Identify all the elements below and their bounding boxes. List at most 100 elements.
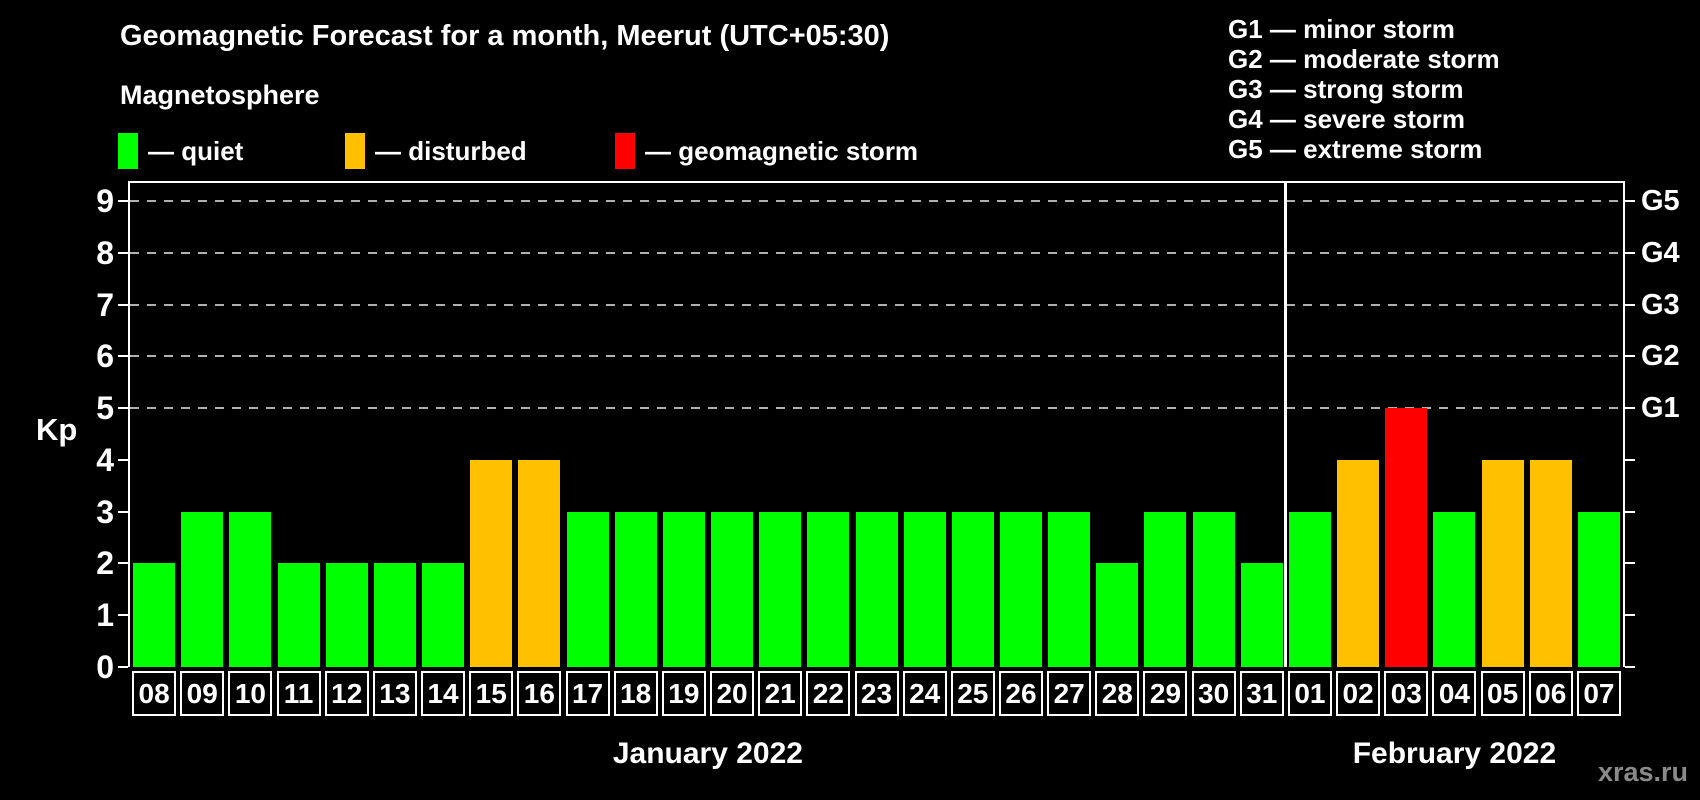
y-tick-label: 1 bbox=[96, 597, 114, 634]
y-tick-right bbox=[1625, 614, 1635, 617]
kp-bar bbox=[711, 511, 754, 667]
kp-bar bbox=[1192, 511, 1235, 667]
day-label: 26 bbox=[998, 671, 1043, 716]
y-tick-label: 2 bbox=[96, 545, 114, 582]
day-label: 17 bbox=[565, 671, 610, 716]
kp-bar bbox=[1288, 511, 1331, 667]
day-label: 29 bbox=[1143, 671, 1188, 716]
month-separator bbox=[1284, 183, 1288, 667]
g-axis-label-g1: G1 bbox=[1641, 392, 1680, 425]
y-tick-right bbox=[1625, 200, 1635, 203]
day-label: 05 bbox=[1480, 671, 1525, 716]
y-tick-label: 9 bbox=[96, 183, 114, 220]
kp-bar bbox=[470, 459, 513, 667]
kp-bar bbox=[1144, 511, 1187, 667]
kp-bar bbox=[1481, 459, 1524, 667]
y-tick-left bbox=[118, 303, 128, 306]
g-axis-label-g2: G2 bbox=[1641, 340, 1680, 373]
kp-bar bbox=[662, 511, 705, 667]
day-label: 08 bbox=[132, 671, 177, 716]
kp-bar bbox=[759, 511, 802, 667]
g-legend-item-4: G4 — severe storm bbox=[1228, 104, 1466, 134]
day-label: 20 bbox=[710, 671, 755, 716]
y-tick-label: 3 bbox=[96, 493, 114, 530]
day-label: 10 bbox=[228, 671, 273, 716]
y-tick-left bbox=[118, 458, 128, 461]
kp-bar bbox=[614, 511, 657, 667]
day-label: 31 bbox=[1239, 671, 1284, 716]
g-axis-label-g3: G3 bbox=[1641, 288, 1680, 321]
y-tick-left bbox=[118, 562, 128, 565]
y-tick-right bbox=[1625, 251, 1635, 254]
kp-bar bbox=[903, 511, 946, 667]
day-label: 03 bbox=[1384, 671, 1429, 716]
legend-swatch-quiet bbox=[118, 133, 138, 169]
kp-bar bbox=[1577, 511, 1620, 667]
kp-bar bbox=[566, 511, 609, 667]
kp-bar bbox=[422, 563, 465, 667]
kp-bar bbox=[229, 511, 272, 667]
day-label: 13 bbox=[372, 671, 417, 716]
y-tick-label: 8 bbox=[96, 234, 114, 271]
day-label: 24 bbox=[902, 671, 947, 716]
kp-bar bbox=[999, 511, 1042, 667]
y-tick-left bbox=[118, 200, 128, 203]
y-tick-right bbox=[1625, 562, 1635, 565]
day-label: 22 bbox=[806, 671, 851, 716]
y-tick-label: 4 bbox=[96, 441, 114, 478]
y-tick-right bbox=[1625, 303, 1635, 306]
legend-label-storm: — geomagnetic storm bbox=[645, 136, 919, 166]
y-tick-label: 6 bbox=[96, 338, 114, 375]
g-scale-legend: G1 — minor storm G2 — moderate storm G3 — … bbox=[1228, 14, 1500, 164]
y-tick-right bbox=[1625, 407, 1635, 410]
kp-bar bbox=[133, 563, 176, 667]
legend-swatch-disturbed bbox=[345, 133, 365, 169]
day-label: 01 bbox=[1287, 671, 1332, 716]
kp-bar bbox=[277, 563, 320, 667]
month-label-1: February 2022 bbox=[1352, 737, 1557, 770]
day-label: 23 bbox=[854, 671, 899, 716]
kp-bar bbox=[807, 511, 850, 667]
kp-bar bbox=[373, 563, 416, 667]
y-tick-left bbox=[118, 355, 128, 358]
kp-bar bbox=[1096, 563, 1139, 667]
day-label: 14 bbox=[421, 671, 466, 716]
g-legend-item-3: G3 — strong storm bbox=[1228, 74, 1464, 104]
legend-item-quiet: — quiet bbox=[118, 133, 243, 169]
watermark: xras.ru bbox=[1597, 757, 1688, 787]
chart-subtitle: Magnetosphere bbox=[120, 80, 320, 110]
y-tick-left bbox=[118, 666, 128, 668]
gridline-kp6 bbox=[130, 355, 1623, 358]
y-tick-left bbox=[118, 407, 128, 410]
g-axis-label-g4: G4 bbox=[1641, 236, 1680, 269]
day-label: 06 bbox=[1528, 671, 1573, 716]
kp-bar bbox=[1385, 408, 1428, 667]
y-tick-left bbox=[118, 251, 128, 254]
kp-bar bbox=[1337, 459, 1380, 667]
y-tick-right bbox=[1625, 666, 1635, 668]
day-label: 27 bbox=[1047, 671, 1092, 716]
y-tick-left bbox=[118, 510, 128, 513]
kp-bar bbox=[1048, 511, 1091, 667]
gridline-kp8 bbox=[130, 251, 1623, 254]
g-axis-label-g5: G5 bbox=[1641, 185, 1680, 218]
kp-bar bbox=[181, 511, 224, 667]
legend-item-storm: — geomagnetic storm bbox=[615, 133, 918, 169]
month-label-0: January 2022 bbox=[612, 737, 803, 770]
day-label: 09 bbox=[180, 671, 225, 716]
day-label: 28 bbox=[1095, 671, 1140, 716]
day-label: 18 bbox=[613, 671, 658, 716]
kp-bar bbox=[1529, 459, 1572, 667]
legend-label-quiet: — quiet bbox=[148, 136, 244, 166]
day-label: 25 bbox=[950, 671, 995, 716]
day-label: 07 bbox=[1576, 671, 1621, 716]
day-label: 11 bbox=[276, 671, 321, 716]
y-tick-label: 0 bbox=[96, 649, 114, 685]
y-tick-right bbox=[1625, 510, 1635, 513]
day-label: 21 bbox=[758, 671, 803, 716]
day-label: 15 bbox=[469, 671, 514, 716]
day-label: 30 bbox=[1191, 671, 1236, 716]
day-label: 16 bbox=[517, 671, 562, 716]
y-tick-right bbox=[1625, 458, 1635, 461]
